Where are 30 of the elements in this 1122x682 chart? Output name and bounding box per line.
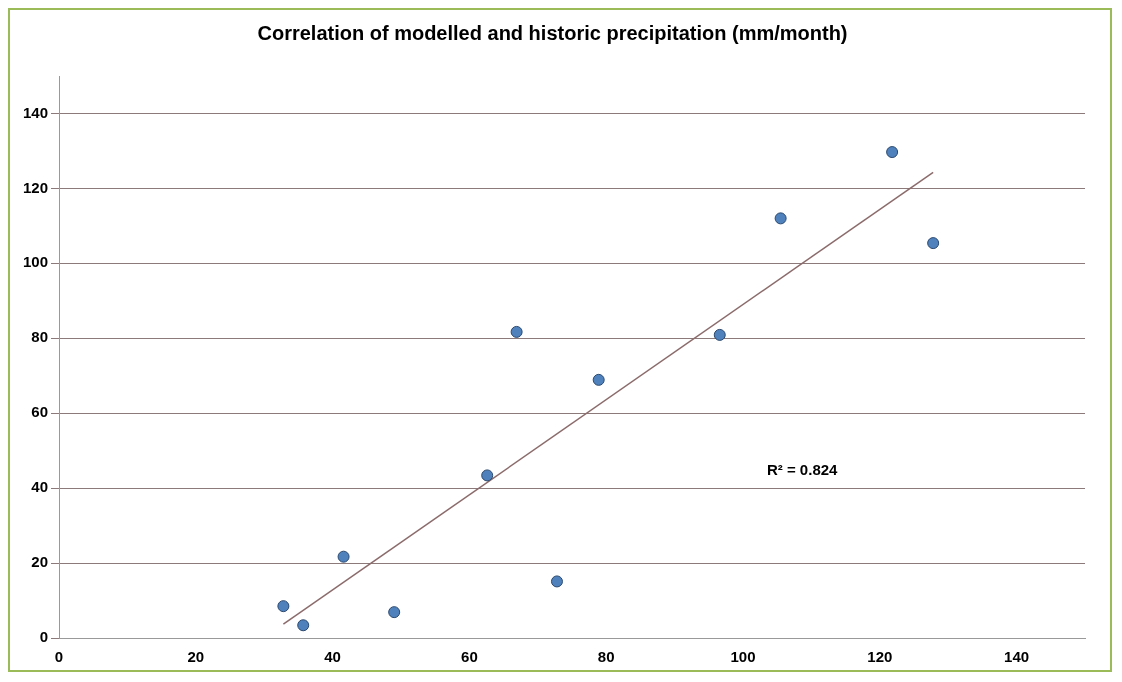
point bbox=[297, 619, 310, 632]
point bbox=[592, 373, 605, 386]
x-tick-label: 20 bbox=[187, 648, 205, 666]
point bbox=[277, 600, 290, 613]
point bbox=[388, 606, 401, 619]
point bbox=[510, 325, 523, 338]
y-tick-label: 40 bbox=[31, 478, 49, 496]
point bbox=[481, 469, 494, 482]
y-tick-label: 140 bbox=[23, 103, 49, 121]
y-tick-label: 120 bbox=[23, 178, 49, 196]
point bbox=[550, 575, 563, 588]
point bbox=[927, 237, 940, 250]
x-tick-label: 80 bbox=[597, 648, 615, 666]
x-tick-label: 100 bbox=[730, 648, 756, 666]
x-tick-label: 0 bbox=[54, 648, 64, 666]
y-tick-label: 0 bbox=[39, 628, 49, 646]
x-tick-label: 120 bbox=[867, 648, 893, 666]
annotation: R² = 0.824 bbox=[766, 461, 839, 479]
x-tick-label: 140 bbox=[1004, 648, 1030, 666]
x-tick-label: 40 bbox=[324, 648, 341, 666]
chart-title: Correlation of modelled and historic precipitation (mm/month) bbox=[257, 21, 848, 44]
point bbox=[337, 550, 350, 563]
y-tick-label: 100 bbox=[23, 253, 49, 271]
point bbox=[774, 212, 787, 225]
y-tick-label: 60 bbox=[31, 403, 49, 421]
point bbox=[886, 146, 899, 159]
y-tick-label: 80 bbox=[31, 328, 49, 346]
x-tick-label: 60 bbox=[461, 648, 478, 666]
y-tick-label: 20 bbox=[31, 553, 49, 571]
point bbox=[713, 328, 726, 341]
